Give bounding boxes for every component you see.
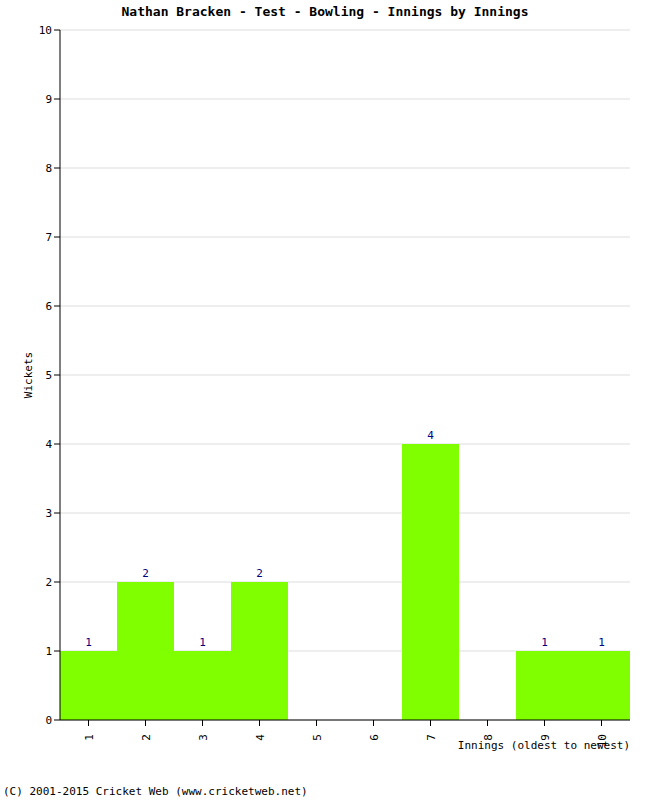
- svg-text:10: 10: [596, 734, 609, 747]
- svg-text:3: 3: [197, 734, 210, 741]
- svg-text:4: 4: [427, 429, 434, 442]
- svg-text:3: 3: [45, 507, 52, 520]
- svg-text:6: 6: [45, 300, 52, 313]
- svg-text:9: 9: [45, 93, 52, 106]
- svg-text:10: 10: [39, 24, 52, 37]
- svg-text:4: 4: [254, 734, 267, 741]
- svg-text:2: 2: [45, 576, 52, 589]
- svg-text:1: 1: [199, 636, 206, 649]
- svg-text:8: 8: [482, 734, 495, 741]
- svg-text:5: 5: [311, 734, 324, 741]
- svg-text:8: 8: [45, 162, 52, 175]
- svg-text:2: 2: [140, 734, 153, 741]
- svg-text:7: 7: [45, 231, 52, 244]
- svg-text:1: 1: [83, 734, 96, 741]
- svg-text:1: 1: [85, 636, 92, 649]
- svg-text:7: 7: [425, 734, 438, 741]
- svg-text:5: 5: [45, 369, 52, 382]
- svg-text:2: 2: [142, 567, 149, 580]
- svg-text:1: 1: [541, 636, 548, 649]
- svg-text:4: 4: [45, 438, 52, 451]
- svg-text:9: 9: [539, 734, 552, 741]
- svg-text:2: 2: [256, 567, 263, 580]
- svg-text:0: 0: [45, 714, 52, 727]
- svg-text:6: 6: [368, 734, 381, 741]
- svg-text:1: 1: [45, 645, 52, 658]
- svg-text:1: 1: [598, 636, 605, 649]
